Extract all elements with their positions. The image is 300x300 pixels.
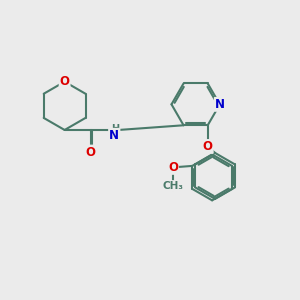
Text: O: O — [85, 146, 95, 159]
Text: O: O — [203, 140, 213, 153]
Text: H: H — [112, 124, 120, 134]
Text: O: O — [60, 75, 70, 88]
Text: CH₃: CH₃ — [163, 181, 184, 190]
Text: O: O — [168, 161, 178, 174]
Text: N: N — [215, 98, 225, 111]
Text: N: N — [109, 129, 119, 142]
